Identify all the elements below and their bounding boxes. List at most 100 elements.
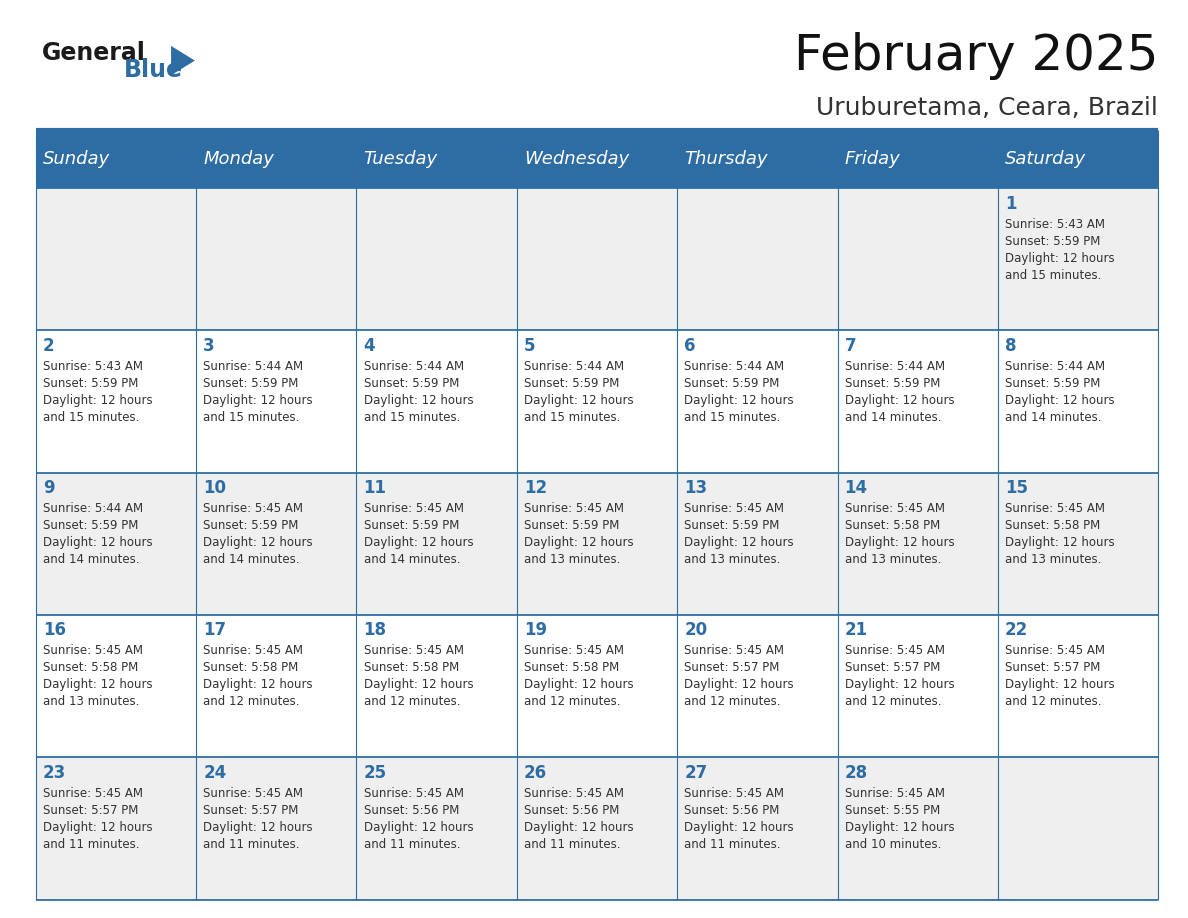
Text: Sunset: 5:59 PM: Sunset: 5:59 PM <box>364 376 459 390</box>
Text: Sunset: 5:58 PM: Sunset: 5:58 PM <box>845 519 940 532</box>
Text: and 11 minutes.: and 11 minutes. <box>203 837 299 851</box>
Text: Daylight: 12 hours: Daylight: 12 hours <box>1005 252 1114 264</box>
Polygon shape <box>171 46 195 75</box>
Text: and 15 minutes.: and 15 minutes. <box>203 411 299 424</box>
Text: 4: 4 <box>364 337 375 355</box>
Text: and 11 minutes.: and 11 minutes. <box>684 837 781 851</box>
Text: Daylight: 12 hours: Daylight: 12 hours <box>684 678 794 691</box>
Text: Sunrise: 5:43 AM: Sunrise: 5:43 AM <box>1005 218 1105 230</box>
Text: Sunrise: 5:45 AM: Sunrise: 5:45 AM <box>364 787 463 800</box>
Text: Daylight: 12 hours: Daylight: 12 hours <box>43 536 152 549</box>
Text: and 11 minutes.: and 11 minutes. <box>524 837 620 851</box>
Text: 20: 20 <box>684 621 707 640</box>
Text: Daylight: 12 hours: Daylight: 12 hours <box>684 821 794 834</box>
Text: 28: 28 <box>845 764 867 782</box>
Text: Sunset: 5:56 PM: Sunset: 5:56 PM <box>524 804 619 817</box>
Text: Sunrise: 5:44 AM: Sunrise: 5:44 AM <box>43 502 143 515</box>
Text: 21: 21 <box>845 621 867 640</box>
Text: Daylight: 12 hours: Daylight: 12 hours <box>845 821 954 834</box>
Text: Friday: Friday <box>845 151 901 168</box>
Text: Sunset: 5:58 PM: Sunset: 5:58 PM <box>203 661 298 675</box>
Text: Daylight: 12 hours: Daylight: 12 hours <box>524 821 633 834</box>
Text: and 12 minutes.: and 12 minutes. <box>1005 696 1101 709</box>
Bar <box>36 615 1158 757</box>
Text: Sunset: 5:59 PM: Sunset: 5:59 PM <box>524 376 619 390</box>
Text: Thursday: Thursday <box>684 151 767 168</box>
Text: and 12 minutes.: and 12 minutes. <box>203 696 299 709</box>
Text: Daylight: 12 hours: Daylight: 12 hours <box>203 394 312 407</box>
Text: 25: 25 <box>364 764 386 782</box>
Bar <box>36 130 1158 188</box>
Text: and 12 minutes.: and 12 minutes. <box>524 696 620 709</box>
Text: Monday: Monday <box>203 151 274 168</box>
Text: Sunrise: 5:45 AM: Sunrise: 5:45 AM <box>1005 644 1105 657</box>
Text: 7: 7 <box>845 337 857 355</box>
Text: 24: 24 <box>203 764 227 782</box>
Text: Sunset: 5:59 PM: Sunset: 5:59 PM <box>845 376 940 390</box>
Text: 9: 9 <box>43 479 55 498</box>
Text: Sunrise: 5:45 AM: Sunrise: 5:45 AM <box>203 502 303 515</box>
Text: Daylight: 12 hours: Daylight: 12 hours <box>203 821 312 834</box>
Text: and 12 minutes.: and 12 minutes. <box>684 696 781 709</box>
Text: Daylight: 12 hours: Daylight: 12 hours <box>43 678 152 691</box>
Text: Sunset: 5:57 PM: Sunset: 5:57 PM <box>1005 661 1100 675</box>
Text: Sunset: 5:59 PM: Sunset: 5:59 PM <box>43 519 138 532</box>
Text: Sunset: 5:56 PM: Sunset: 5:56 PM <box>684 804 779 817</box>
Text: Sunset: 5:58 PM: Sunset: 5:58 PM <box>1005 519 1100 532</box>
Text: and 14 minutes.: and 14 minutes. <box>1005 411 1101 424</box>
Text: 6: 6 <box>684 337 696 355</box>
Text: Sunset: 5:55 PM: Sunset: 5:55 PM <box>845 804 940 817</box>
Text: Daylight: 12 hours: Daylight: 12 hours <box>684 394 794 407</box>
Text: Daylight: 12 hours: Daylight: 12 hours <box>524 678 633 691</box>
Text: and 13 minutes.: and 13 minutes. <box>845 553 941 566</box>
Text: Saturday: Saturday <box>1005 151 1086 168</box>
Text: Sunset: 5:58 PM: Sunset: 5:58 PM <box>524 661 619 675</box>
Text: 19: 19 <box>524 621 546 640</box>
Text: Sunset: 5:57 PM: Sunset: 5:57 PM <box>43 804 138 817</box>
Text: Sunday: Sunday <box>43 151 110 168</box>
Text: Daylight: 12 hours: Daylight: 12 hours <box>203 678 312 691</box>
Text: 11: 11 <box>364 479 386 498</box>
Text: Daylight: 12 hours: Daylight: 12 hours <box>364 821 473 834</box>
Text: and 15 minutes.: and 15 minutes. <box>684 411 781 424</box>
Text: and 14 minutes.: and 14 minutes. <box>364 553 460 566</box>
Text: Sunrise: 5:45 AM: Sunrise: 5:45 AM <box>43 644 143 657</box>
Text: Uruburetama, Ceara, Brazil: Uruburetama, Ceara, Brazil <box>816 96 1158 120</box>
Text: Blue: Blue <box>124 58 183 82</box>
Text: Sunrise: 5:45 AM: Sunrise: 5:45 AM <box>524 787 624 800</box>
Text: Daylight: 12 hours: Daylight: 12 hours <box>1005 536 1114 549</box>
Text: Sunrise: 5:44 AM: Sunrise: 5:44 AM <box>203 360 303 373</box>
Text: and 12 minutes.: and 12 minutes. <box>364 696 460 709</box>
Text: Daylight: 12 hours: Daylight: 12 hours <box>43 394 152 407</box>
Bar <box>36 757 1158 900</box>
Text: Sunrise: 5:45 AM: Sunrise: 5:45 AM <box>684 644 784 657</box>
Text: Sunset: 5:57 PM: Sunset: 5:57 PM <box>203 804 298 817</box>
Text: Sunrise: 5:45 AM: Sunrise: 5:45 AM <box>845 787 944 800</box>
Text: Daylight: 12 hours: Daylight: 12 hours <box>364 394 473 407</box>
Text: Sunset: 5:59 PM: Sunset: 5:59 PM <box>203 376 298 390</box>
Text: Sunrise: 5:45 AM: Sunrise: 5:45 AM <box>364 644 463 657</box>
Text: Daylight: 12 hours: Daylight: 12 hours <box>1005 678 1114 691</box>
Text: Sunset: 5:59 PM: Sunset: 5:59 PM <box>684 376 779 390</box>
Text: Daylight: 12 hours: Daylight: 12 hours <box>845 536 954 549</box>
Text: Sunrise: 5:44 AM: Sunrise: 5:44 AM <box>684 360 784 373</box>
Text: 26: 26 <box>524 764 546 782</box>
Text: Sunrise: 5:45 AM: Sunrise: 5:45 AM <box>845 644 944 657</box>
Text: Sunrise: 5:45 AM: Sunrise: 5:45 AM <box>524 502 624 515</box>
Text: Daylight: 12 hours: Daylight: 12 hours <box>524 394 633 407</box>
Text: Sunset: 5:58 PM: Sunset: 5:58 PM <box>364 661 459 675</box>
Text: and 12 minutes.: and 12 minutes. <box>845 696 941 709</box>
Text: Sunset: 5:59 PM: Sunset: 5:59 PM <box>1005 234 1100 248</box>
Text: 22: 22 <box>1005 621 1029 640</box>
Text: Sunset: 5:59 PM: Sunset: 5:59 PM <box>684 519 779 532</box>
Text: Tuesday: Tuesday <box>364 151 437 168</box>
Text: 2: 2 <box>43 337 55 355</box>
Text: 15: 15 <box>1005 479 1028 498</box>
Text: Daylight: 12 hours: Daylight: 12 hours <box>845 394 954 407</box>
Text: Wednesday: Wednesday <box>524 151 628 168</box>
Text: and 15 minutes.: and 15 minutes. <box>43 411 139 424</box>
Text: Daylight: 12 hours: Daylight: 12 hours <box>364 678 473 691</box>
Text: Sunrise: 5:45 AM: Sunrise: 5:45 AM <box>845 502 944 515</box>
Text: Daylight: 12 hours: Daylight: 12 hours <box>1005 394 1114 407</box>
Text: Daylight: 12 hours: Daylight: 12 hours <box>203 536 312 549</box>
